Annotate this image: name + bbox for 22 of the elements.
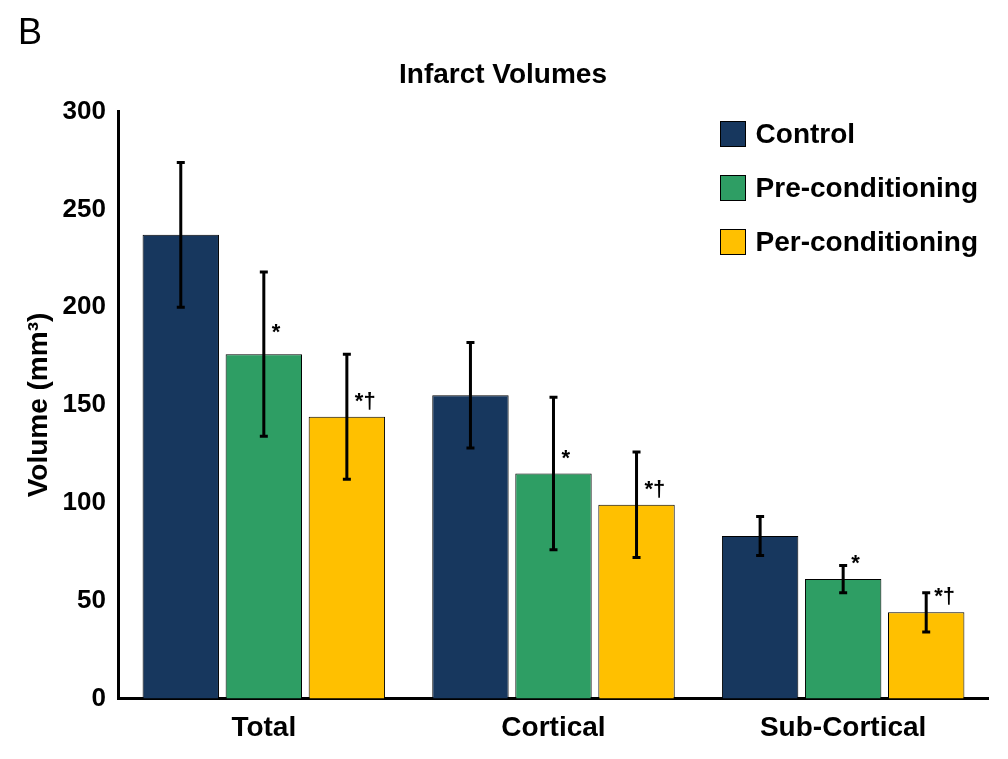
y-tick-label: 200 [62, 290, 106, 321]
legend-label: Control [755, 118, 856, 150]
legend-label: Per-conditioning [755, 226, 978, 258]
y-tick-label: 50 [77, 583, 106, 614]
data-label: * [561, 444, 571, 470]
y-tick-label: 250 [62, 192, 106, 223]
text: B [18, 10, 43, 52]
data-label: *† [354, 387, 376, 413]
data-label: *† [934, 583, 955, 609]
x-tick-label: Cortical [501, 710, 606, 742]
y-axis-title: Volume (mm³) [21, 312, 53, 498]
legend-label: Pre-conditioning [755, 172, 978, 204]
x-tick-label: Total [231, 710, 297, 742]
chart-title: Infarct Volumes [399, 57, 607, 89]
y-tick-label: 300 [62, 94, 106, 125]
data-label: * [851, 550, 861, 576]
data-label: *† [644, 475, 666, 501]
data-label: * [271, 319, 281, 345]
x-tick-label: Sub-Cortical [759, 710, 927, 742]
y-tick-label: 0 [91, 681, 106, 712]
y-tick-label: 100 [62, 485, 106, 516]
y-tick-label: 150 [62, 388, 106, 419]
